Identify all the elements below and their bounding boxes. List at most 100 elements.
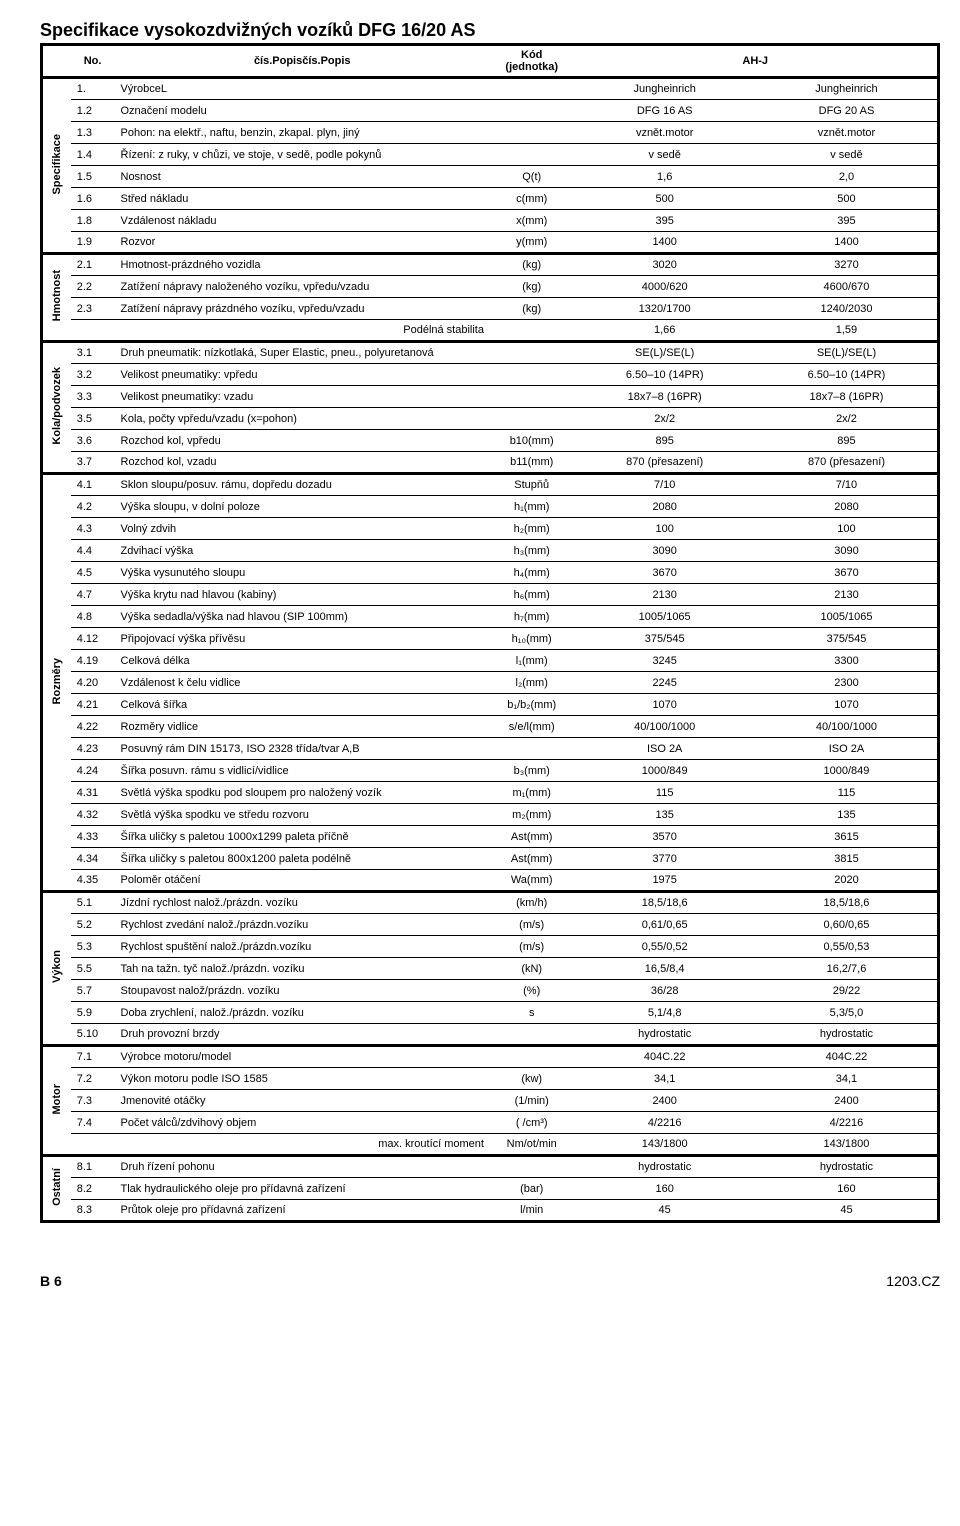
cell-value-1: 870 (přesazení) [573, 452, 756, 474]
cell-no: 1.8 [71, 210, 115, 232]
cell-desc: Vzdálenost k čelu vidlice [115, 672, 490, 694]
cell-value-2: 3615 [756, 826, 939, 848]
cell-value-2: 3815 [756, 848, 939, 870]
table-row: max. kroutící momentNm/ot/min143/1800143… [42, 1134, 939, 1156]
cell-no: 4.7 [71, 584, 115, 606]
cell-value-1: 18,5/18,6 [573, 892, 756, 914]
cell-value-2: 3090 [756, 540, 939, 562]
cell-unit [490, 144, 573, 166]
cell-no: 3.3 [71, 386, 115, 408]
cell-value-1: 1,66 [573, 320, 756, 342]
table-row: 8.3Průtok oleje pro přídavná zařízeníl/m… [42, 1200, 939, 1222]
table-row: 4.4Zdvihací výškah₃(mm)30903090 [42, 540, 939, 562]
cell-no: 1. [71, 78, 115, 100]
cell-no [71, 1134, 115, 1156]
cell-unit: h₁(mm) [490, 496, 573, 518]
section-label: Motor [51, 1084, 63, 1115]
section-label: Hmotnost [51, 270, 63, 321]
table-row: Ostatní8.1Druh řízení pohonuhydrostatich… [42, 1156, 939, 1178]
cell-value-1: 2x/2 [573, 408, 756, 430]
cell-value-2: 1,59 [756, 320, 939, 342]
table-row: Specifikace1.VýrobceLJungheinrichJunghei… [42, 78, 939, 100]
cell-value-2: 1005/1065 [756, 606, 939, 628]
table-row: 5.7Stoupavost nalož/prázdn. vozíku(%)36/… [42, 980, 939, 1002]
cell-value-2: 16,2/7,6 [756, 958, 939, 980]
cell-value-2: Jungheinrich [756, 78, 939, 100]
cell-desc: Poloměr otáčení [115, 870, 490, 892]
table-row: 1.2Označení modeluDFG 16 ASDFG 20 AS [42, 100, 939, 122]
cell-desc: Rozchod kol, vpředu [115, 430, 490, 452]
cell-no: 3.1 [71, 342, 115, 364]
cell-value-2: 2080 [756, 496, 939, 518]
cell-value-2: 4600/670 [756, 276, 939, 298]
table-row: Kola/podvozek3.1Druh pneumatik: nízkotla… [42, 342, 939, 364]
cell-value-1: 115 [573, 782, 756, 804]
cell-value-1: 0,55/0,52 [573, 936, 756, 958]
cell-desc: Řízení: z ruky, v chůzi, ve stoje, v sed… [115, 144, 490, 166]
cell-value-2: 500 [756, 188, 939, 210]
page-footer: B 6 1203.CZ [40, 1273, 940, 1289]
cell-value-2: 1240/2030 [756, 298, 939, 320]
cell-unit: b₁/b₂(mm) [490, 694, 573, 716]
cell-value-1: 3090 [573, 540, 756, 562]
cell-desc: Střed nákladu [115, 188, 490, 210]
cell-no: 5.1 [71, 892, 115, 914]
table-row: 3.6Rozchod kol, vpředub10(mm)895895 [42, 430, 939, 452]
cell-value-2: ISO 2A [756, 738, 939, 760]
cell-desc: Jízdní rychlost nalož./prázdn. vozíku [115, 892, 490, 914]
cell-unit: l/min [490, 1200, 573, 1222]
section-label-cell: Rozměry [42, 474, 71, 892]
table-row: 1.5NosnostQ(t)1,62,0 [42, 166, 939, 188]
cell-no: 1.4 [71, 144, 115, 166]
cell-unit: (kg) [490, 254, 573, 276]
cell-value-1: 3670 [573, 562, 756, 584]
cell-desc: Světlá výška spodku ve středu rozvoru [115, 804, 490, 826]
table-row: 4.24Šířka posuvn. rámu s vidlicí/vidlice… [42, 760, 939, 782]
cell-unit: m₁(mm) [490, 782, 573, 804]
cell-value-2: hydrostatic [756, 1024, 939, 1046]
cell-desc: Výška sedadla/výška nad hlavou (SIP 100m… [115, 606, 490, 628]
cell-no: 5.10 [71, 1024, 115, 1046]
section-label-cell: Kola/podvozek [42, 342, 71, 474]
cell-no: 4.22 [71, 716, 115, 738]
cell-value-1: 3020 [573, 254, 756, 276]
cell-unit: m₂(mm) [490, 804, 573, 826]
cell-desc: Druh provozní brzdy [115, 1024, 490, 1046]
cell-no: 4.4 [71, 540, 115, 562]
cell-no: 4.23 [71, 738, 115, 760]
cell-unit: Wa(mm) [490, 870, 573, 892]
cell-value-1: 135 [573, 804, 756, 826]
cell-unit: (bar) [490, 1178, 573, 1200]
table-row: 1.4Řízení: z ruky, v chůzi, ve stoje, v … [42, 144, 939, 166]
page-title: Specifikace vysokozdvižných vozíků DFG 1… [40, 20, 940, 41]
section-label-cell: Motor [42, 1046, 71, 1156]
cell-no: 2.3 [71, 298, 115, 320]
header-section [42, 45, 71, 78]
cell-value-1: 7/10 [573, 474, 756, 496]
cell-desc: Světlá výška spodku pod sloupem pro nalo… [115, 782, 490, 804]
cell-no: 4.19 [71, 650, 115, 672]
section-label: Kola/podvozek [51, 367, 63, 445]
section-label-cell: Ostatní [42, 1156, 71, 1222]
cell-unit: c(mm) [490, 188, 573, 210]
cell-value-1: 160 [573, 1178, 756, 1200]
table-row: 3.2Velikost pneumatiky: vpředu6.50–10 (1… [42, 364, 939, 386]
cell-desc: Hmotnost-prázdného vozidla [115, 254, 490, 276]
table-row: 5.3Rychlost spuštění nalož./prázdn.vozík… [42, 936, 939, 958]
cell-value-2: 3300 [756, 650, 939, 672]
table-row: 5.10Druh provozní brzdyhydrostatichydros… [42, 1024, 939, 1046]
cell-no: 4.2 [71, 496, 115, 518]
cell-desc: Rychlost zvedání nalož./prázdn.vozíku [115, 914, 490, 936]
table-row: 3.3Velikost pneumatiky: vzadu18x7–8 (16P… [42, 386, 939, 408]
cell-no: 4.8 [71, 606, 115, 628]
footer-left: B 6 [40, 1273, 62, 1289]
cell-unit: s [490, 1002, 573, 1024]
section-label: Ostatní [51, 1168, 63, 1206]
cell-desc: Výška krytu nad hlavou (kabiny) [115, 584, 490, 606]
cell-value-1: Jungheinrich [573, 78, 756, 100]
cell-desc: Počet válců/zdvihový objem [115, 1112, 490, 1134]
table-row: 1.3Pohon: na elektř., naftu, benzin, zka… [42, 122, 939, 144]
cell-desc: VýrobceL [115, 78, 490, 100]
cell-value-2: SE(L)/SE(L) [756, 342, 939, 364]
cell-value-2: 160 [756, 1178, 939, 1200]
